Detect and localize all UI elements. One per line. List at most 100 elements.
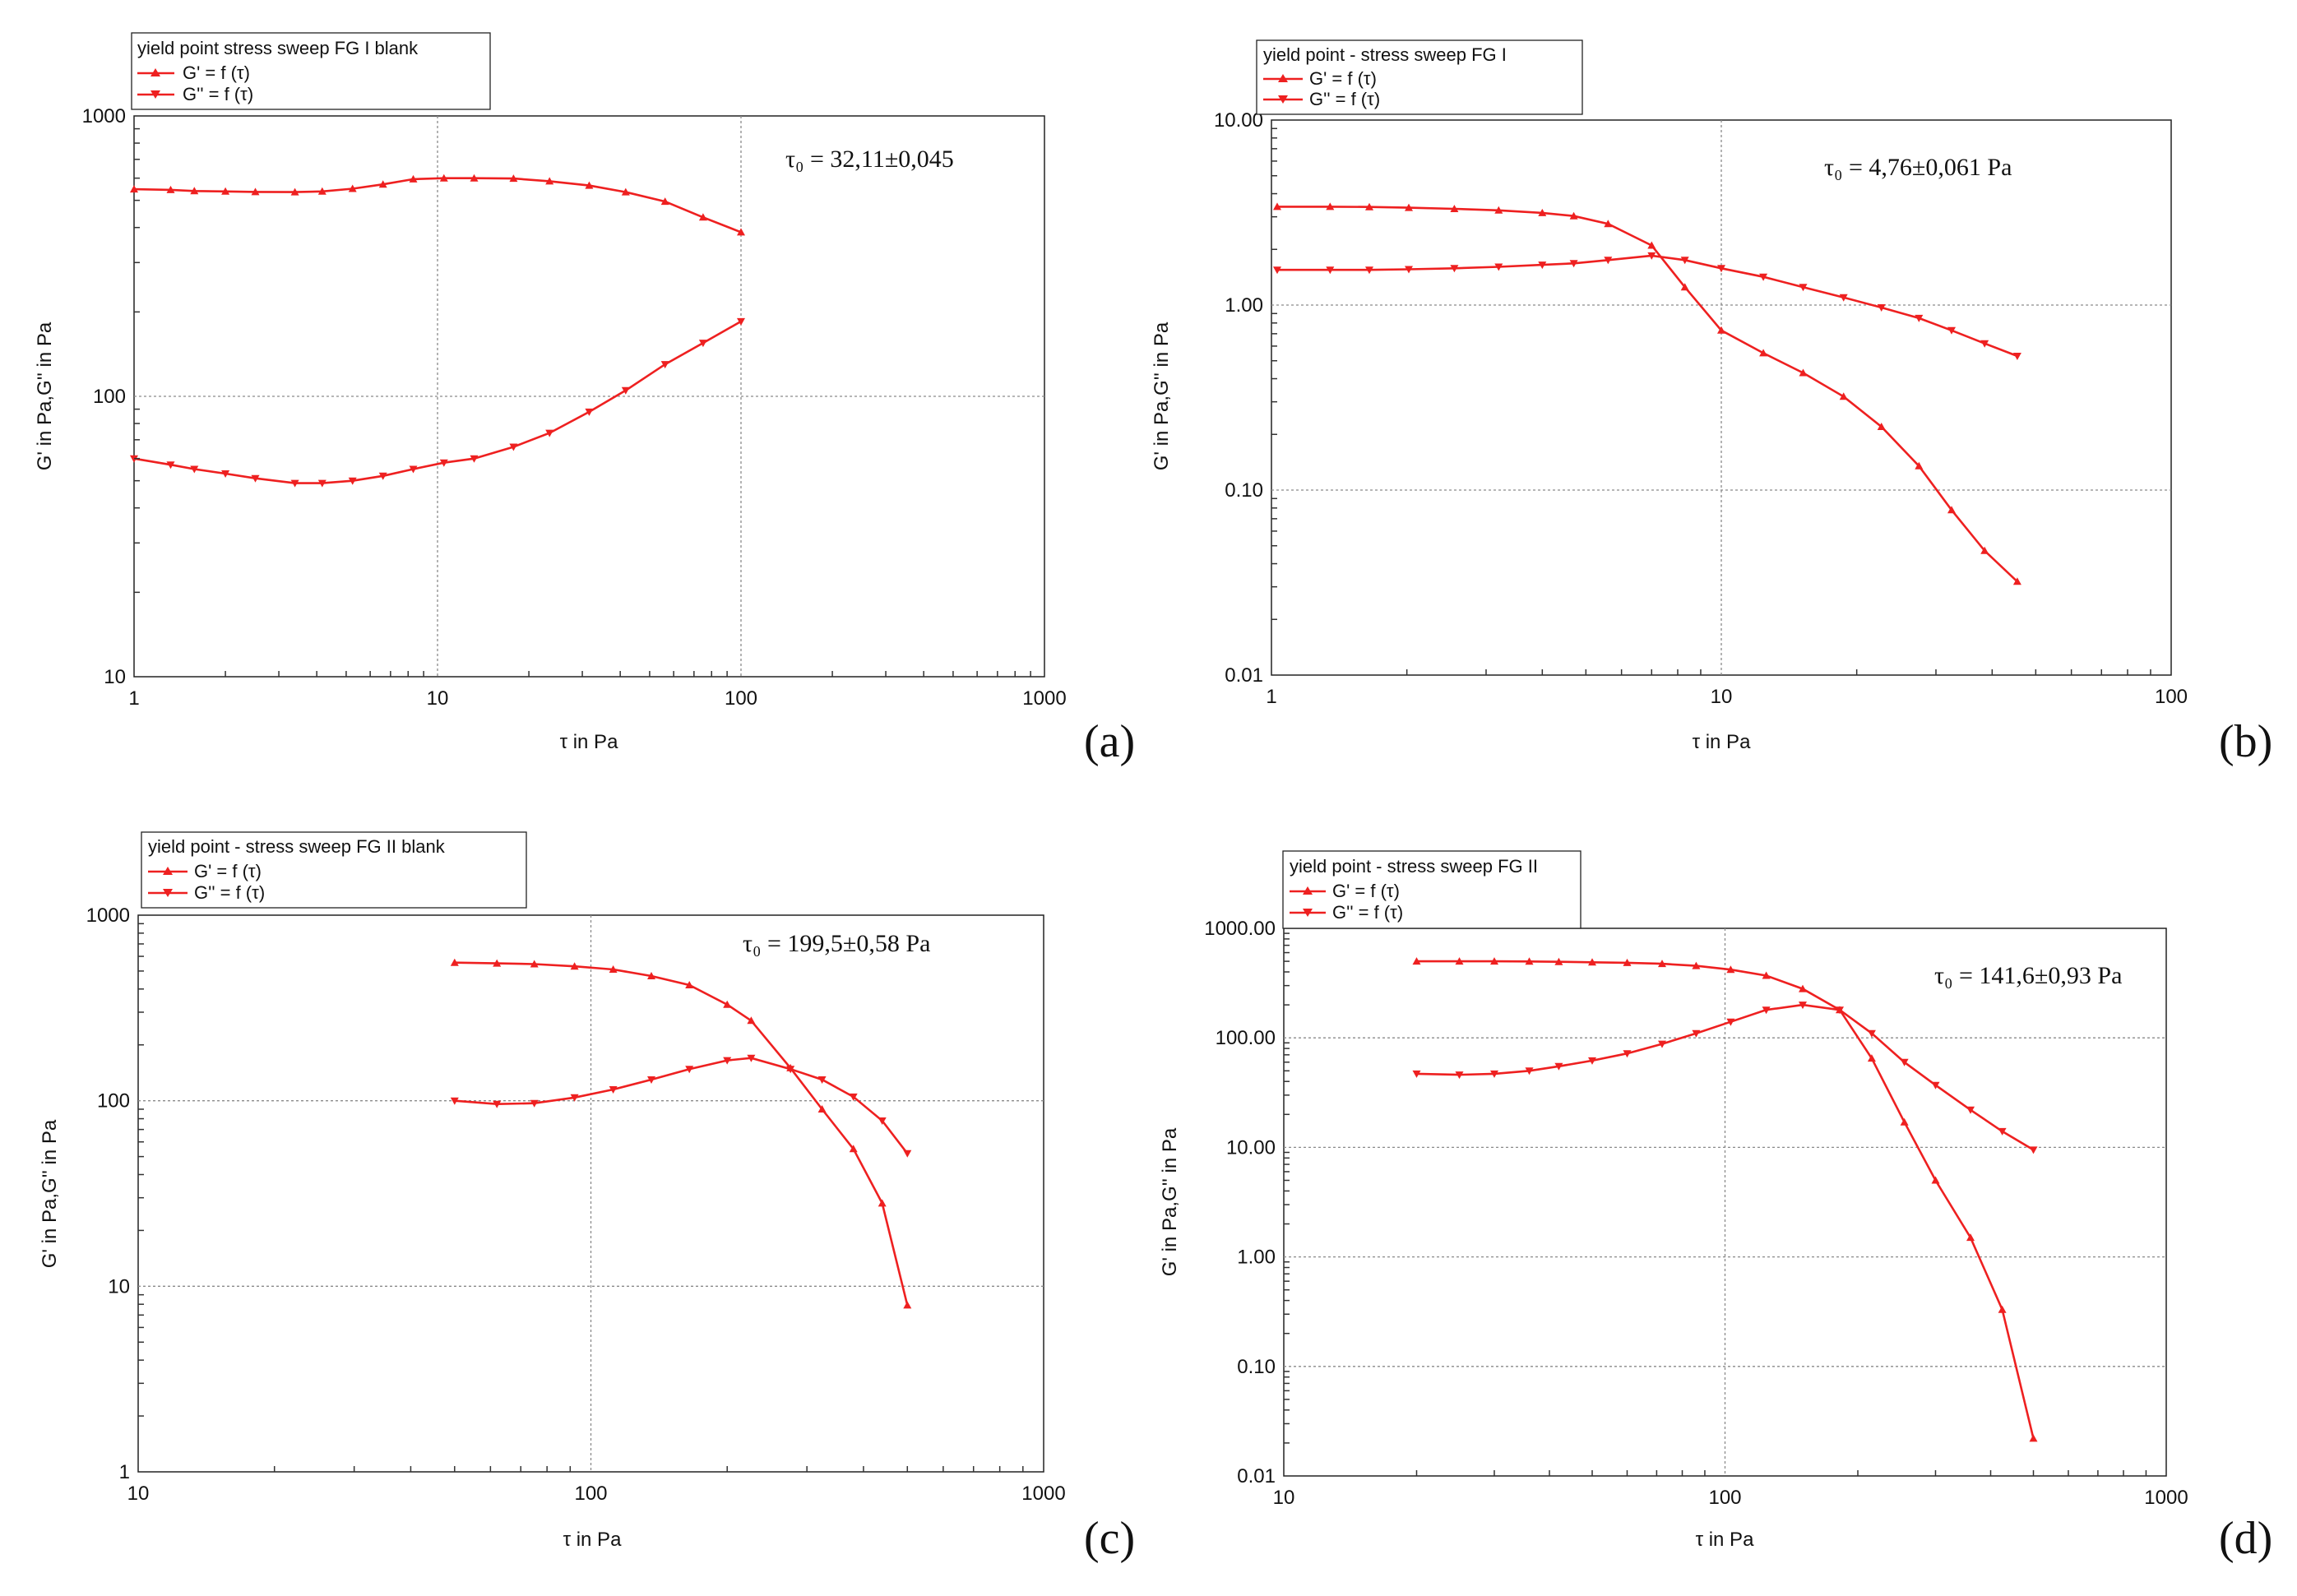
legend-label-g-double-prime: G'' = f (τ) (1309, 89, 1380, 109)
data-point-g-double-prime (849, 1093, 858, 1101)
data-point-g-prime (378, 180, 387, 188)
data-point-g-prime (1980, 546, 1989, 554)
data-point-g-prime (317, 187, 326, 195)
data-point-g-double-prime (1947, 326, 1956, 335)
data-point-g-prime (545, 177, 554, 185)
data-point-g-double-prime (509, 443, 518, 451)
data-point-g-double-prime (1966, 1106, 1975, 1114)
data-point-g-prime (1412, 957, 1421, 965)
data-point-g-prime (2012, 577, 2021, 585)
legend-marker-triangle-down-icon (151, 90, 160, 99)
data-point-g-double-prime (166, 461, 175, 470)
data-point-g-prime (685, 981, 694, 988)
data-point-g-prime (621, 187, 630, 196)
data-point-g-prime (190, 187, 199, 195)
y-tick-label: 10 (104, 666, 126, 688)
data-point-g-double-prime (1836, 1006, 1844, 1015)
yield-stress-annotation: τ₀ = 4,76±0,061 Pa (1824, 154, 2012, 181)
legend-marker-triangle-up-icon (1278, 74, 1288, 82)
data-point-g-double-prime (609, 1086, 618, 1094)
data-point-g-prime (1915, 461, 1924, 470)
data-point-g-prime (1966, 1233, 1975, 1242)
data-point-g-double-prime (1717, 265, 1725, 273)
data-point-g-double-prime (1658, 1040, 1666, 1048)
data-point-g-prime (166, 185, 175, 193)
data-point-g-double-prime (1759, 273, 1768, 281)
y-tick-label: 10.00 (1226, 1136, 1276, 1159)
data-point-g-double-prime (817, 1076, 827, 1084)
data-point-g-prime (1525, 957, 1534, 965)
data-point-g-double-prime (251, 474, 260, 483)
data-point-g-prime (1494, 206, 1503, 214)
data-point-g-double-prime (190, 465, 199, 474)
series-layer-a (130, 173, 745, 488)
data-point-g-prime (747, 1016, 756, 1025)
data-point-g-double-prime (1554, 1062, 1563, 1071)
legend-title: yield point - stress sweep FG II blank (148, 836, 446, 857)
series-layer-d (1412, 957, 2038, 1442)
x-tick-label: 1000 (2144, 1487, 2188, 1509)
data-point-g-prime (1799, 368, 1808, 377)
data-point-g-double-prime (1604, 257, 1613, 265)
x-tick-label: 10 (127, 1483, 150, 1505)
data-point-g-prime (1717, 326, 1725, 334)
x-tick-label: 1 (1266, 686, 1276, 708)
data-point-g-prime (1405, 203, 1413, 211)
y-tick-label: 100.00 (1216, 1027, 1276, 1049)
data-point-g-prime (1326, 202, 1335, 210)
data-point-g-double-prime (1405, 266, 1413, 274)
data-point-g-prime (1365, 202, 1373, 210)
data-point-g-prime (1658, 960, 1666, 968)
grid-b (1271, 120, 2171, 675)
data-point-g-prime (409, 174, 418, 183)
y-tick-label: 1 (119, 1461, 130, 1483)
legend-marker-triangle-up-icon (151, 68, 160, 76)
x-tick-label: 10 (1273, 1487, 1295, 1509)
y-ticks-b: 0.01 0.10 1.00 10.00 (1214, 109, 1277, 687)
data-point-g-prime (1490, 957, 1498, 965)
y-axis-label: G' in Pa,G'' in Pa (1159, 1127, 1181, 1276)
panel-label: (c) (1084, 1513, 1135, 1564)
data-point-g-prime (1623, 958, 1632, 966)
data-point-g-prime (493, 959, 502, 967)
data-point-g-prime (737, 228, 745, 236)
y-tick-label: 0.10 (1237, 1356, 1276, 1378)
data-point-g-double-prime (317, 479, 326, 488)
data-point-g-prime (1680, 283, 1689, 291)
data-point-g-double-prime (1998, 1127, 2007, 1136)
y-axis-label: G' in Pa,G'' in Pa (1151, 322, 1173, 470)
data-point-g-double-prime (1538, 261, 1547, 270)
x-tick-label: 100 (2155, 686, 2188, 708)
data-point-g-double-prime (1931, 1081, 1940, 1089)
data-point-g-double-prime (439, 459, 448, 467)
series-line-g-double-prime (1277, 254, 2018, 358)
series-line-g-prime (1277, 206, 2018, 583)
grid-d (1284, 928, 2166, 1476)
data-point-g-double-prime (1569, 260, 1578, 268)
data-point-g-prime (698, 213, 707, 221)
data-point-g-prime (1877, 423, 1886, 430)
y-tick-label: 1.00 (1225, 294, 1263, 317)
data-point-g-double-prime (1455, 1071, 1464, 1080)
x-tick-label: 1000 (1021, 1483, 1065, 1505)
data-point-g-double-prime (1680, 257, 1689, 265)
grid-a (134, 116, 1044, 677)
data-point-g-double-prime (1525, 1067, 1534, 1076)
data-point-g-prime (647, 972, 655, 979)
data-point-g-double-prime (878, 1117, 887, 1125)
data-point-g-prime (530, 960, 539, 968)
data-point-g-double-prime (1726, 1018, 1735, 1026)
y-axis-label: G' in Pa,G'' in Pa (34, 322, 56, 470)
y-tick-label: 1000 (82, 105, 126, 127)
legend-label-g-double-prime: G'' = f (τ) (194, 882, 265, 903)
data-point-g-prime (290, 187, 299, 196)
legend-box (131, 32, 491, 110)
legend-marker-triangle-up-icon (163, 867, 173, 875)
y-tick-label: 0.01 (1237, 1465, 1276, 1487)
data-point-g-double-prime (1762, 1006, 1771, 1015)
x-axis-label: τ in Pa (563, 1529, 623, 1551)
legend-box (1282, 850, 1582, 929)
